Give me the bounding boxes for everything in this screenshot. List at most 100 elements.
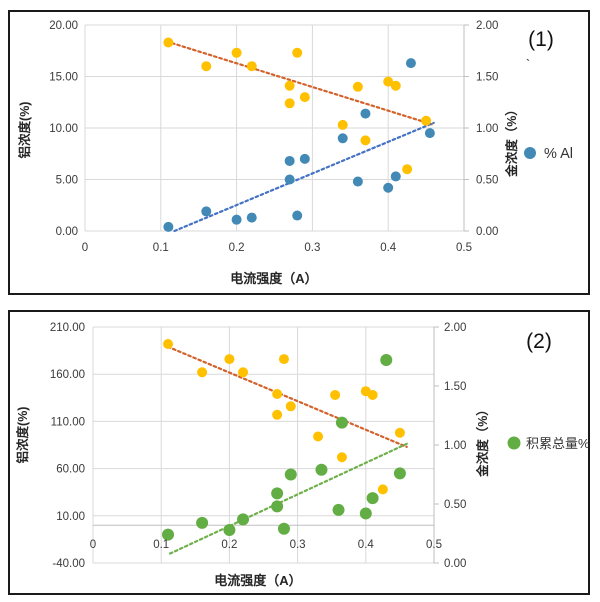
left-y-axis-title: 铝浓度(%)	[17, 102, 32, 159]
data-point-gold-series	[201, 61, 212, 72]
data-point-gold-series	[285, 401, 296, 412]
x-tick-label: 0.4	[380, 242, 397, 254]
trendline-left-series	[166, 345, 408, 448]
right-y-axis-title: 金浓度（%）	[475, 403, 490, 478]
left-y-tick-label: 0.00	[56, 226, 78, 238]
data-point-gold-series	[246, 61, 257, 72]
right-y-tick-label: 2.00	[476, 20, 498, 32]
data-point-accent-series	[299, 153, 310, 164]
left-y-tick-label: 160.00	[50, 369, 85, 381]
x-tick-label: 0.3	[304, 242, 320, 254]
x-axis-title: 电流强度（A）	[230, 271, 317, 286]
right-y-axis-title: 金浓度（%）	[504, 103, 519, 178]
trendline-right-series	[168, 442, 408, 555]
data-point-gold-series	[224, 354, 235, 365]
panel-number-label: (2)	[526, 330, 552, 353]
data-point-gold-series	[231, 47, 242, 58]
trendline-right-series	[173, 121, 435, 233]
right-y-tick-label: 1.00	[444, 440, 466, 452]
legend-marker-icon	[524, 147, 536, 159]
left-y-tick-label: 210.00	[50, 322, 85, 334]
trendline-left-series	[165, 40, 434, 126]
data-point-gold-series	[336, 452, 347, 463]
data-point-accent-series	[163, 221, 174, 232]
x-tick-label: 0.1	[153, 242, 169, 254]
data-point-accent-series	[359, 507, 372, 520]
data-point-gold-series	[352, 81, 363, 92]
data-point-accent-series	[383, 182, 394, 193]
x-tick-label: 0	[82, 242, 88, 254]
data-point-gold-series	[272, 389, 283, 400]
data-point-gold-series	[284, 98, 295, 109]
data-point-gold-series	[390, 80, 401, 91]
data-point-gold-series	[163, 37, 174, 48]
data-point-accent-series	[231, 214, 242, 225]
data-point-accent-series	[271, 500, 284, 513]
data-point-gold-series	[272, 409, 283, 420]
right-y-tick-label: 2.00	[444, 322, 466, 334]
x-tick-label: 0.2	[229, 242, 245, 254]
x-tick-label: 0.3	[290, 539, 306, 551]
data-point-accent-series	[315, 463, 328, 476]
right-y-tick-label: 0.00	[444, 558, 466, 570]
chart-panel-2	[8, 310, 590, 595]
data-point-gold-series	[337, 119, 348, 130]
x-tick-label: 0.1	[153, 539, 169, 551]
data-point-gold-series	[163, 338, 174, 349]
data-point-gold-series	[421, 115, 432, 126]
data-point-accent-series	[162, 528, 175, 541]
data-point-gold-series	[313, 431, 324, 442]
left-y-axis-title: 铝浓度(%)	[15, 407, 30, 464]
legend-label: % Al	[544, 146, 573, 162]
left-y-tick-label: 60.00	[56, 464, 85, 476]
x-tick-label: 0	[90, 539, 96, 551]
data-point-accent-series	[405, 58, 416, 69]
left-y-tick-label: 20.00	[49, 20, 78, 32]
data-point-accent-series	[360, 108, 371, 119]
data-point-accent-series	[277, 522, 290, 535]
data-point-accent-series	[223, 523, 236, 536]
data-point-accent-series	[366, 492, 379, 505]
data-point-gold-series	[330, 389, 341, 400]
data-point-gold-series	[360, 135, 371, 146]
data-point-gold-series	[278, 354, 289, 365]
data-point-accent-series	[393, 467, 406, 480]
data-point-gold-series	[383, 76, 394, 87]
data-point-accent-series	[284, 155, 295, 166]
data-point-gold-series	[394, 427, 405, 438]
x-tick-label: 0.4	[358, 539, 375, 551]
right-y-tick-label: 1.50	[444, 381, 466, 393]
data-point-accent-series	[284, 174, 295, 185]
data-point-accent-series	[292, 210, 303, 221]
right-y-tick-label: 0.50	[476, 175, 498, 187]
data-point-accent-series	[337, 133, 348, 144]
chart-1-dual-axis-scatter: 0 0.1 0.2 0.3 0.4 0.5 0.00 5.00 10.00 15.00 20.00 0…	[17, 20, 573, 286]
legend-label: 积累总量%	[526, 436, 588, 451]
data-point-accent-series	[196, 516, 209, 529]
x-tick-label: 0.5	[456, 242, 472, 254]
x-tick-label: 0.2	[221, 539, 237, 551]
data-point-gold-series	[402, 164, 413, 175]
left-y-tick-label: 5.00	[56, 175, 78, 187]
data-point-gold-series	[197, 367, 208, 378]
panel-number-label: (1)	[528, 28, 554, 51]
data-point-accent-series	[332, 503, 345, 516]
data-point-accent-series	[335, 416, 348, 429]
left-y-tick-label: 110.00	[51, 416, 85, 428]
data-point-accent-series	[201, 206, 212, 217]
right-y-tick-label: 1.50	[476, 72, 498, 84]
left-y-tick-label: 10.00	[49, 123, 78, 135]
data-point-accent-series	[380, 354, 393, 367]
right-y-tick-label: 0.50	[444, 499, 466, 511]
data-point-accent-series	[424, 128, 435, 139]
data-point-accent-series	[271, 487, 284, 500]
chart-panel-1	[8, 10, 590, 295]
left-y-tick-label: 15.00	[49, 72, 78, 84]
right-y-tick-label: 1.00	[476, 123, 498, 135]
left-y-tick-label: 10.00	[56, 511, 85, 523]
legend-marker-icon	[507, 436, 521, 450]
x-axis-title: 电流强度（A）	[214, 573, 301, 588]
left-y-tick-label: -40.00	[52, 558, 85, 570]
x-tick-label: 0.5	[426, 539, 442, 551]
